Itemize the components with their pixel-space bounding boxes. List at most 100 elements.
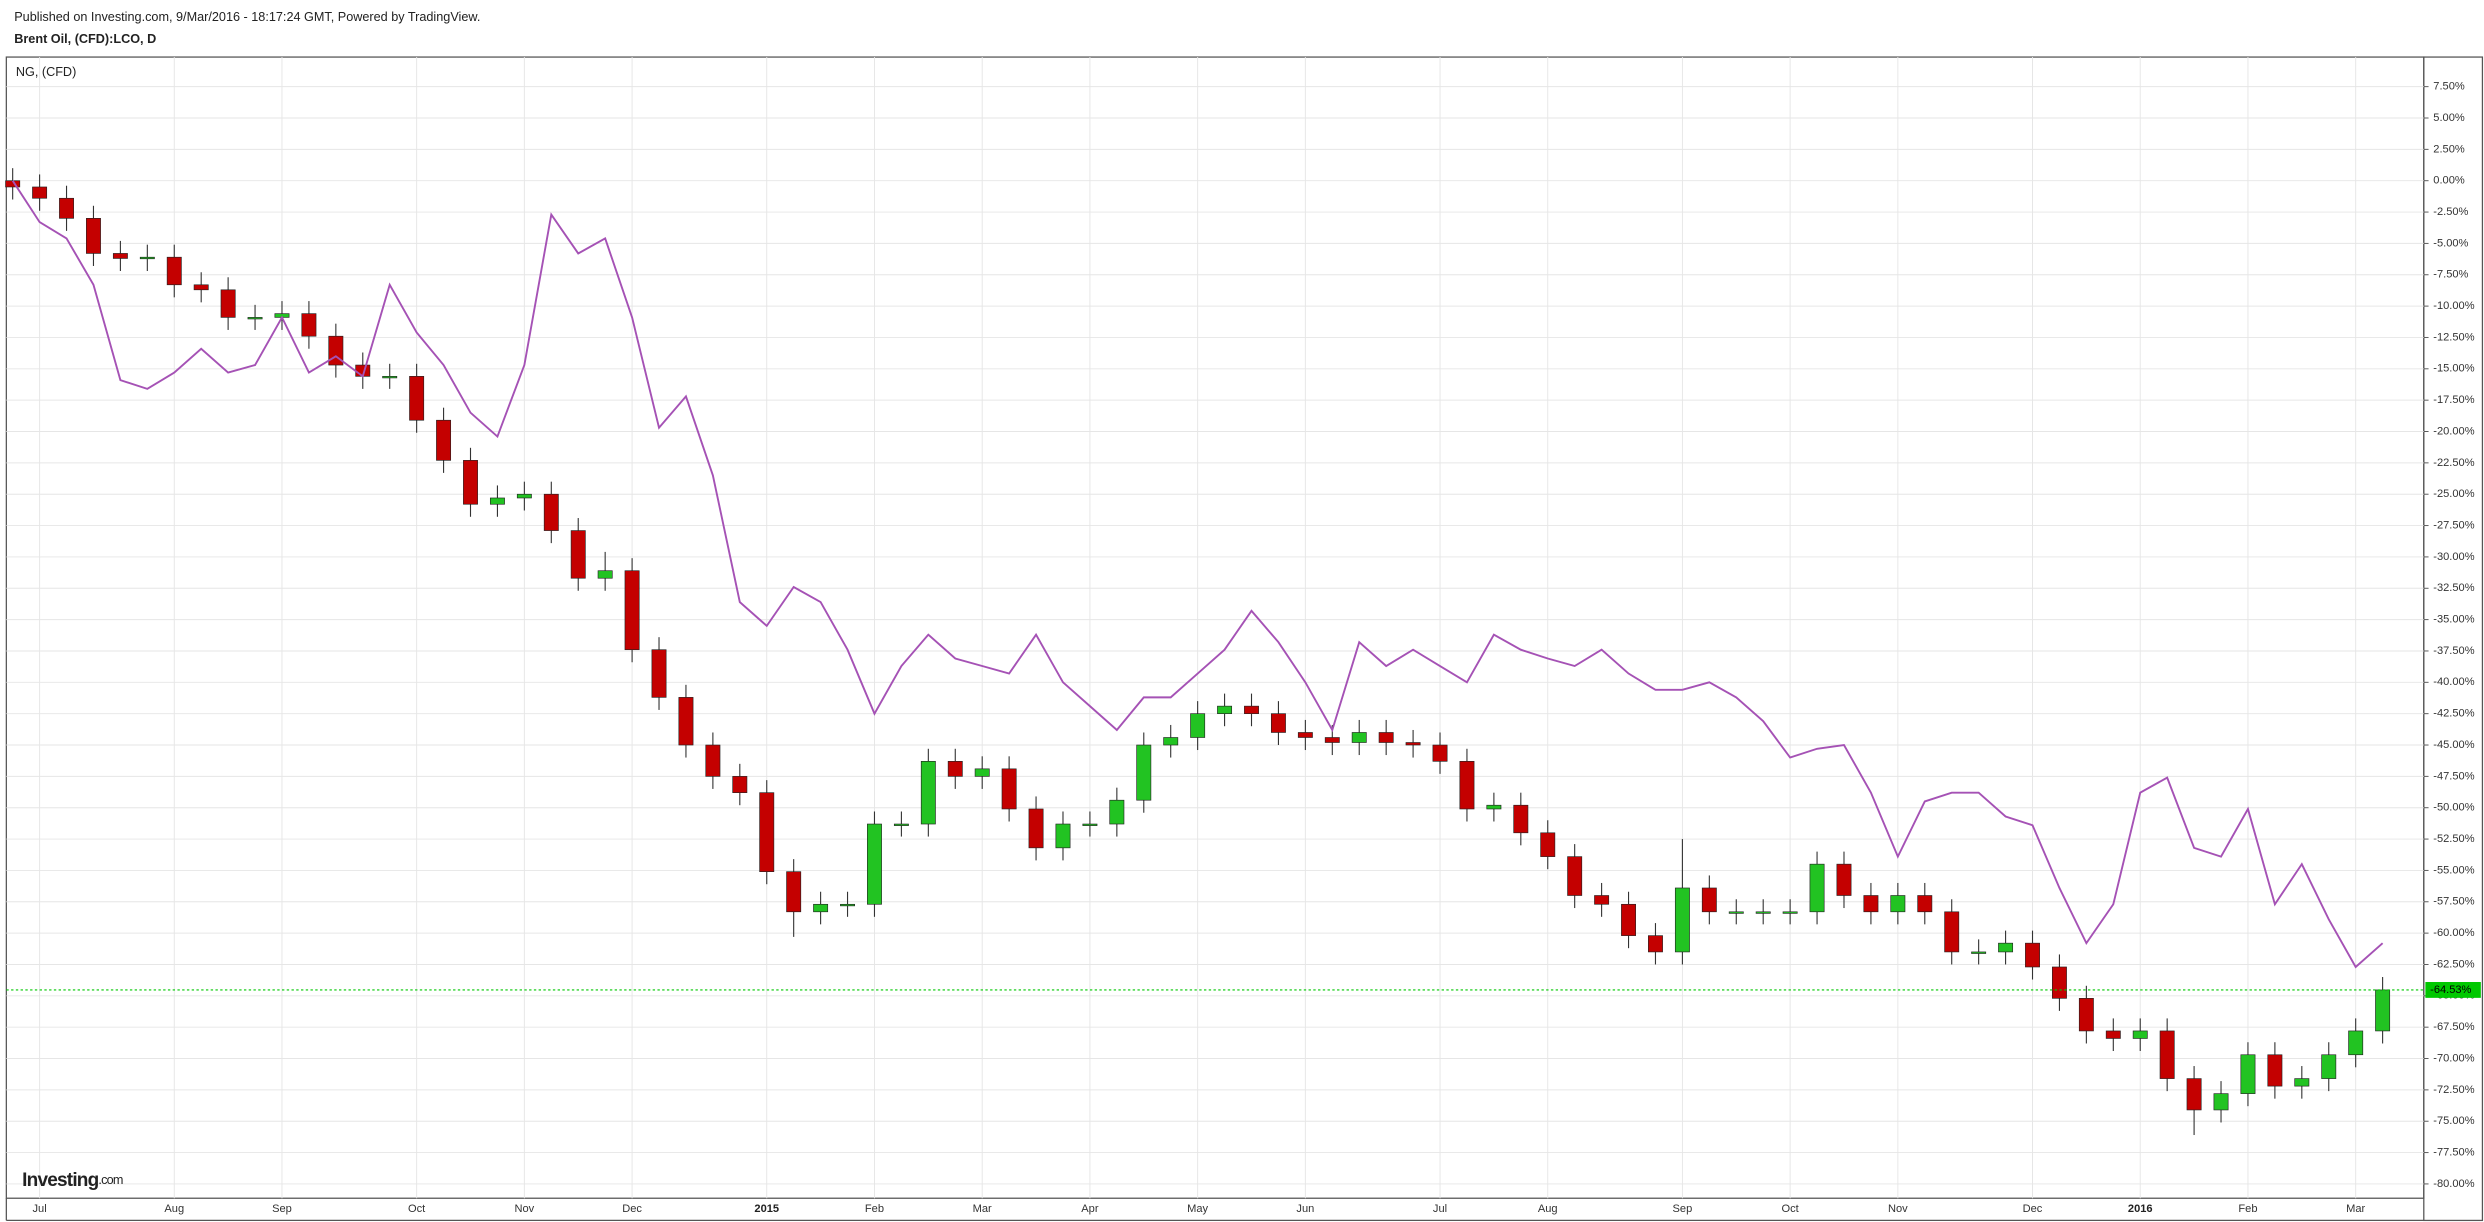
candle-body: [1944, 911, 1960, 953]
y-tick-label: -75.00%: [2433, 1115, 2474, 1127]
candle-body: [1701, 887, 1717, 913]
candle-body: [2294, 1078, 2310, 1087]
marks: [5, 168, 2391, 1136]
x-tick-label: 2016: [2128, 1203, 2153, 1215]
y-tick-label: -37.50%: [2433, 645, 2474, 657]
y-tick-label: -20.00%: [2433, 425, 2474, 437]
legend-label: NG, (CFD): [16, 65, 76, 79]
candle-body: [139, 256, 155, 260]
candle-body: [732, 776, 748, 793]
candle-body: [1082, 823, 1098, 826]
candle-body: [1163, 737, 1179, 746]
x-tick-label: 2015: [754, 1203, 779, 1215]
candle-body: [382, 376, 398, 379]
y-tick-label: -72.50%: [2433, 1084, 2474, 1096]
x-tick-label: Oct: [1782, 1203, 1799, 1215]
x-tick-label: Aug: [1538, 1203, 1558, 1215]
candle-body: [1405, 742, 1421, 746]
candle-body: [543, 493, 559, 531]
candle-body: [32, 186, 48, 199]
candle-body: [813, 903, 829, 913]
candle-body: [1971, 951, 1987, 954]
y-tick-label: -52.50%: [2433, 833, 2474, 845]
y-tick-label: -67.50%: [2433, 1021, 2474, 1033]
candle-body: [1270, 713, 1286, 733]
y-tick-label: -30.00%: [2433, 551, 2474, 563]
candle-body: [1782, 911, 1798, 914]
candle-body: [1998, 942, 2014, 953]
candle-body: [1674, 887, 1690, 953]
candle-body: [1432, 744, 1448, 762]
candle-body: [1513, 804, 1529, 834]
candle-body: [1297, 732, 1313, 738]
y-tick-label: -80.00%: [2433, 1178, 2474, 1190]
candle-body: [1648, 935, 1663, 953]
y-tick-label: -22.50%: [2433, 457, 2474, 469]
candle-body: [597, 570, 613, 579]
series-line: [11, 180, 2384, 969]
y-tick-label: -7.50%: [2433, 269, 2468, 281]
candle-body: [2267, 1054, 2283, 1087]
candle-body: [112, 253, 128, 259]
candle-body: [2132, 1030, 2148, 1039]
candle-body: [2348, 1030, 2364, 1056]
watermark: Investing.com: [22, 1170, 123, 1191]
candle-body: [759, 792, 775, 872]
candle-body: [1809, 863, 1825, 913]
candle-body: [1863, 895, 1879, 913]
candle-body: [166, 256, 182, 286]
candle-body: [2051, 966, 2067, 999]
y-tick-label: -10.00%: [2433, 300, 2474, 312]
chart-header: Published on Investing.com, 9/Mar/2016 -…: [14, 10, 480, 24]
candle-body: [1755, 911, 1771, 914]
y-tick-label: -35.00%: [2433, 614, 2474, 626]
candle-body: [1836, 863, 1852, 896]
x-tick-label: Dec: [622, 1203, 642, 1215]
x-tick-label: Aug: [164, 1203, 184, 1215]
chart-title: Brent Oil, (CFD):LCO, D: [14, 32, 156, 46]
candle-body: [624, 570, 640, 651]
candle-body: [1728, 911, 1744, 914]
x-tick-label: Nov: [1888, 1203, 1908, 1215]
y-tick-label: -2.50%: [2433, 206, 2468, 218]
grid: [6, 57, 2424, 1199]
candle-body: [86, 218, 101, 254]
candle-body: [1055, 823, 1071, 849]
candle-body: [220, 289, 236, 318]
y-tick-label: -77.50%: [2433, 1146, 2474, 1158]
candle-body: [2078, 998, 2094, 1032]
candle-body: [2213, 1093, 2229, 1111]
y-tick-label: -60.00%: [2433, 927, 2474, 939]
candle-body: [2375, 989, 2391, 1032]
y-tick-label: -57.50%: [2433, 896, 2474, 908]
candle-body: [1028, 808, 1044, 849]
last-price-box: [2425, 982, 2481, 998]
candle-body: [1594, 895, 1610, 905]
x-tick-label: Nov: [515, 1203, 535, 1215]
y-tick-label: -70.00%: [2433, 1052, 2474, 1064]
y-tick-label: -40.00%: [2433, 676, 2474, 688]
x-tick-label: Mar: [2346, 1203, 2365, 1215]
candle-body: [570, 530, 586, 579]
x-tick-label: Oct: [408, 1203, 425, 1215]
candle-body: [1459, 761, 1475, 810]
candle-body: [920, 761, 936, 825]
y-tick-label: -17.50%: [2433, 394, 2474, 406]
candle-body: [947, 761, 963, 777]
candle-body: [1324, 737, 1340, 743]
candle-body: [1621, 903, 1636, 936]
candle-body: [1109, 799, 1125, 825]
y-tick-label: -15.00%: [2433, 363, 2474, 375]
candle-body: [1917, 895, 1933, 913]
candle-body: [786, 871, 802, 913]
y-tick-label: 7.50%: [2433, 81, 2465, 93]
candle-body: [1244, 705, 1259, 714]
watermark-main: Investing: [22, 1170, 98, 1191]
last-price-label: -64.53%: [2430, 984, 2471, 996]
candle-body: [193, 284, 209, 291]
x-tick-label: Sep: [1673, 1203, 1693, 1215]
candle-body: [1486, 804, 1502, 810]
y-tick-label: 2.50%: [2433, 143, 2465, 155]
